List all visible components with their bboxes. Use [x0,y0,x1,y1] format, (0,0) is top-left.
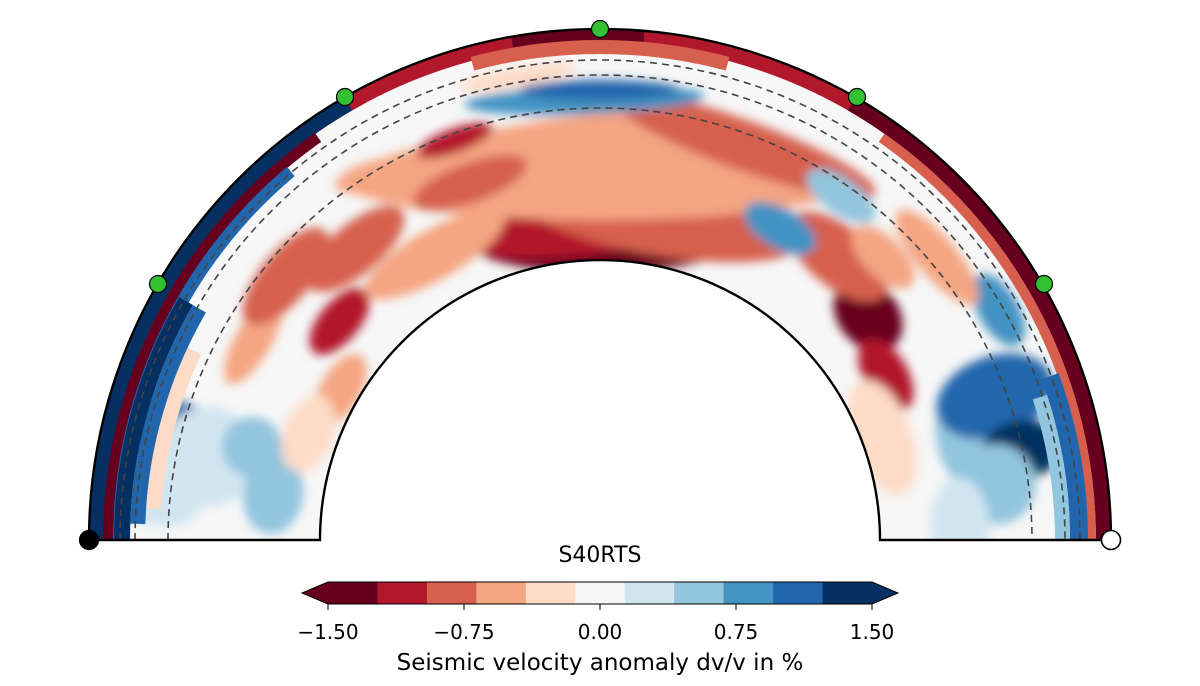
anomaly-patch [364,208,506,300]
colorbar-swatch [525,582,576,604]
anomaly-patch [281,395,336,473]
colorbar-swatch [674,582,725,604]
anomaly-patch [413,155,527,211]
colorbar-ticks: −1.50 −0.75 0.00 0.75 1.50 [297,620,894,644]
depth-dashed-circles [119,59,1081,541]
model-title: S40RTS [558,543,641,568]
station-marker [1034,274,1054,294]
anomaly-patch [242,227,329,326]
anomaly-band [103,132,322,540]
colorbar-extend-high [872,582,898,604]
anomaly-patch [334,106,729,196]
colorbar [300,581,900,610]
anomaly-band [1032,394,1070,540]
anomaly-patch [307,205,405,292]
colorbar-tick-label: 0.75 [714,620,759,644]
colorbar-tick-label: −0.75 [433,620,494,644]
anomaly-band [130,305,206,525]
colorbar-swatch [773,582,824,604]
station-marker [148,274,168,294]
colorbar-swatch [476,582,527,604]
colorbar-swatch [328,582,379,604]
anomaly-patch [971,273,1025,347]
anomaly-patch [416,122,493,159]
depth-dashed-circle [134,74,1066,541]
anomaly-patch [936,353,1053,440]
anomaly-band [848,98,1110,540]
colorbar-tick-label: 1.50 [850,620,895,644]
anomaly-patch [520,80,680,100]
anomaly-patch [743,201,817,255]
station-marker [590,19,610,39]
colorbar-tick-label: −1.50 [297,620,358,644]
start-point-marker [78,529,100,551]
station-marker [335,87,355,107]
anomaly-band [90,98,352,540]
station-marker [847,87,867,107]
anomaly-patch [459,62,578,92]
section-outline [87,27,1113,542]
anomaly-band [1041,373,1088,540]
anomaly-patch [309,288,370,355]
anomaly-band [114,297,193,540]
colorbar-swatch [624,582,675,604]
colorbar-extend-low [302,582,328,604]
colorbar-swatch [575,582,626,604]
anomaly-band [470,40,730,71]
mantle-cross-section [89,29,1111,540]
depth-dashed-circle [167,107,1033,541]
colorbar-swatch [426,582,477,604]
anomaly-band [146,347,202,510]
colorbar-label: Seismic velocity anomaly dv/v in % [397,650,804,676]
anomaly-band [511,29,645,48]
anomaly-patch [242,454,304,534]
anomaly-patch [895,209,979,305]
end-point-marker [1100,529,1122,551]
colorbar-swatch [822,582,873,604]
anomaly-patch [851,225,915,289]
colorbar-swatch [377,582,428,604]
colorbar-tick-label: 0.00 [578,620,623,644]
colorbar-swatch [723,582,774,604]
anomaly-patch [929,477,990,540]
anomaly-patch [806,168,876,224]
